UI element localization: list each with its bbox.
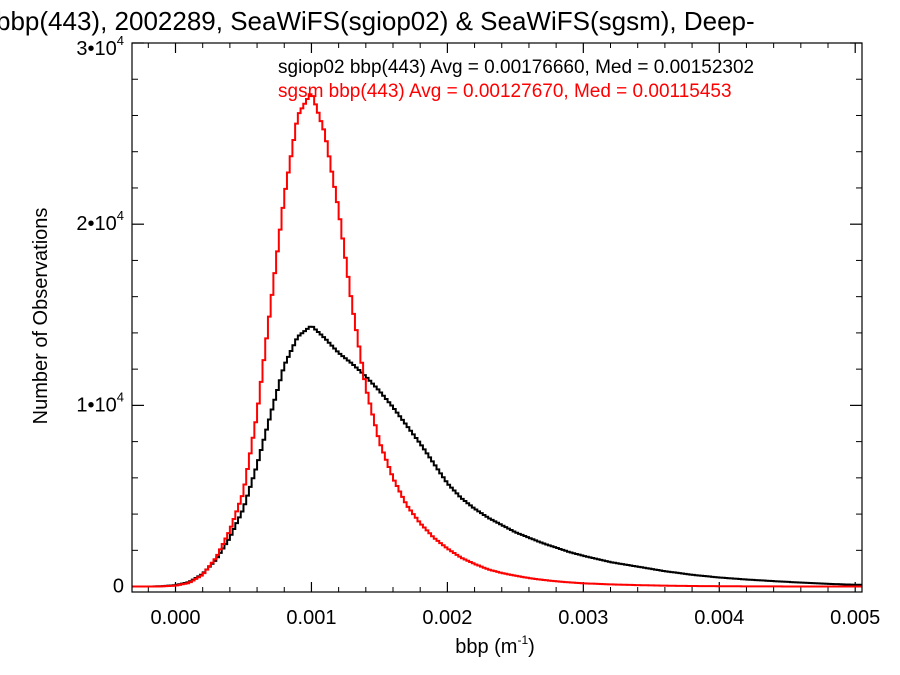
y-tick-label: 0 [113,576,124,598]
series-layer [132,93,862,588]
y-axis-label: Number of Observations [30,208,52,425]
x-tick-label: 0.002 [422,607,472,629]
x-tick-label: 0.000 [150,607,200,629]
x-axis-label: bbp (m-1) [455,633,535,658]
x-axis-label-tail: ) [528,636,535,658]
tick-layer: 0.000 0.001 0.002 0.003 0.004 0.005 0 1•104 2•10… [76,33,880,629]
series-line-sgsm [132,93,862,588]
y-tick-label: 2•104 [76,208,124,235]
x-axis-label-exponent: -1 [517,633,528,647]
y-tick-label: 3•104 [76,33,124,60]
x-tick-label: 0.003 [558,607,608,629]
legend-entry-sgsm: sgsm bbp(443) Avg = 0.00127670, Med = 0.… [278,81,732,102]
y-tick-label: 1•104 [76,389,124,416]
series-line-sgiop02 [132,325,862,588]
legend-entry-sgiop02: sgiop02 bbp(443) Avg = 0.00176660, Med =… [278,57,754,78]
x-tick-label: 0.004 [694,607,744,629]
x-tick-label: 0.001 [286,607,336,629]
x-axis-label-main: bbp (m [455,636,517,658]
chart-title: bbp(443), 2002289, SeaWiFS(sgiop02) & Se… [0,6,755,36]
x-tick-label: 0.005 [830,607,880,629]
plot-frame [131,42,863,593]
